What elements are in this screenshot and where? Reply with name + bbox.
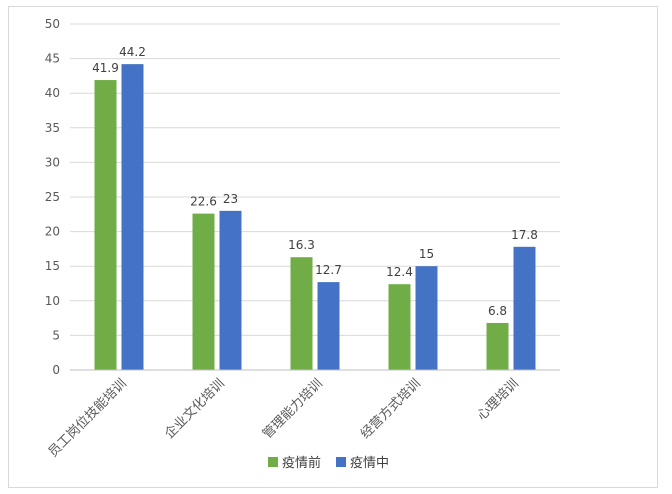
data-label: 44.2 xyxy=(119,45,146,59)
bar xyxy=(415,266,438,370)
y-tick-label: 40 xyxy=(45,86,60,100)
data-label: 22.6 xyxy=(190,195,217,209)
data-label: 17.8 xyxy=(511,228,538,242)
bar xyxy=(290,257,313,370)
bar xyxy=(317,282,340,370)
legend-swatch xyxy=(268,457,278,467)
bar xyxy=(121,64,144,371)
data-label: 6.8 xyxy=(488,304,507,318)
category-label: 员工岗位技能培训 xyxy=(45,376,130,461)
legend-swatch xyxy=(336,457,346,467)
y-tick-label: 25 xyxy=(45,190,60,204)
bar xyxy=(486,322,509,370)
legend-label: 疫情前 xyxy=(282,455,321,471)
y-tick-label: 45 xyxy=(45,52,60,66)
category-label: 管理能力培训 xyxy=(259,376,325,442)
data-label: 41.9 xyxy=(92,61,119,75)
bar xyxy=(219,210,242,370)
data-label: 15 xyxy=(419,247,434,261)
data-label: 23 xyxy=(223,192,238,206)
y-tick-label: 5 xyxy=(52,328,60,342)
y-tick-label: 15 xyxy=(45,259,60,273)
category-label: 心理培训 xyxy=(474,376,522,424)
category-label: 经营方式培训 xyxy=(357,376,423,442)
y-tick-label: 50 xyxy=(45,17,60,31)
data-label: 16.3 xyxy=(288,238,315,252)
y-tick-label: 20 xyxy=(45,225,60,239)
bar xyxy=(94,80,117,370)
bar xyxy=(192,213,215,370)
data-label: 12.7 xyxy=(315,263,342,277)
legend-label: 疫情中 xyxy=(350,455,389,471)
y-tick-label: 0 xyxy=(52,363,60,377)
category-label: 企业文化培训 xyxy=(161,376,227,442)
y-tick-label: 35 xyxy=(45,121,60,135)
y-tick-label: 10 xyxy=(45,294,60,308)
y-tick-label: 30 xyxy=(45,155,60,169)
bar xyxy=(513,246,536,370)
bar xyxy=(388,284,411,370)
data-label: 12.4 xyxy=(386,265,413,279)
